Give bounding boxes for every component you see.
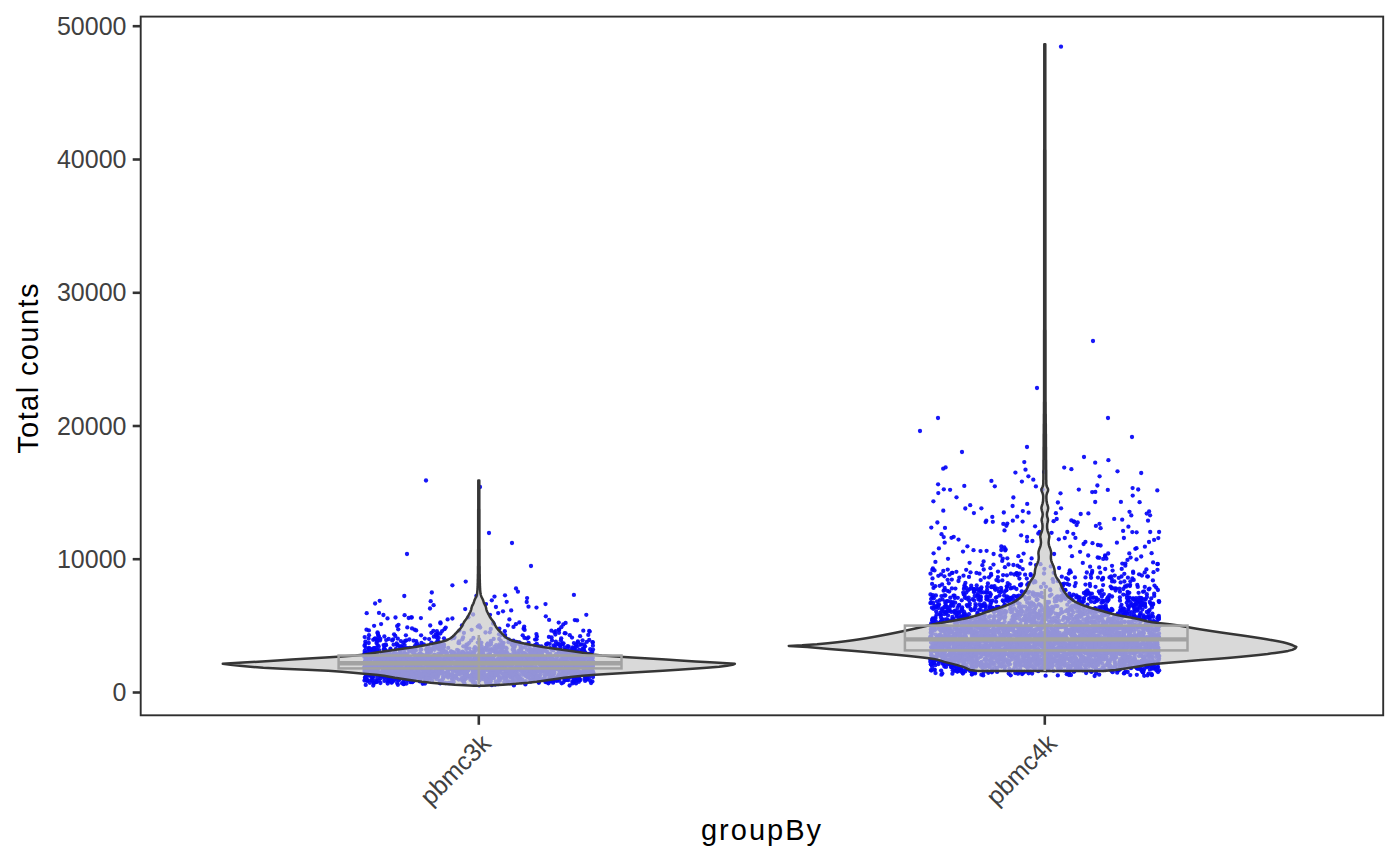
svg-text:Total counts: Total counts [12,282,44,454]
svg-text:30000: 30000 [57,278,127,306]
svg-text:40000: 40000 [57,145,127,173]
svg-text:50000: 50000 [57,12,127,40]
svg-text:10000: 10000 [57,545,127,573]
svg-text:20000: 20000 [57,412,127,440]
svg-text:0: 0 [113,678,127,706]
svg-text:groupBy: groupBy [701,814,823,846]
